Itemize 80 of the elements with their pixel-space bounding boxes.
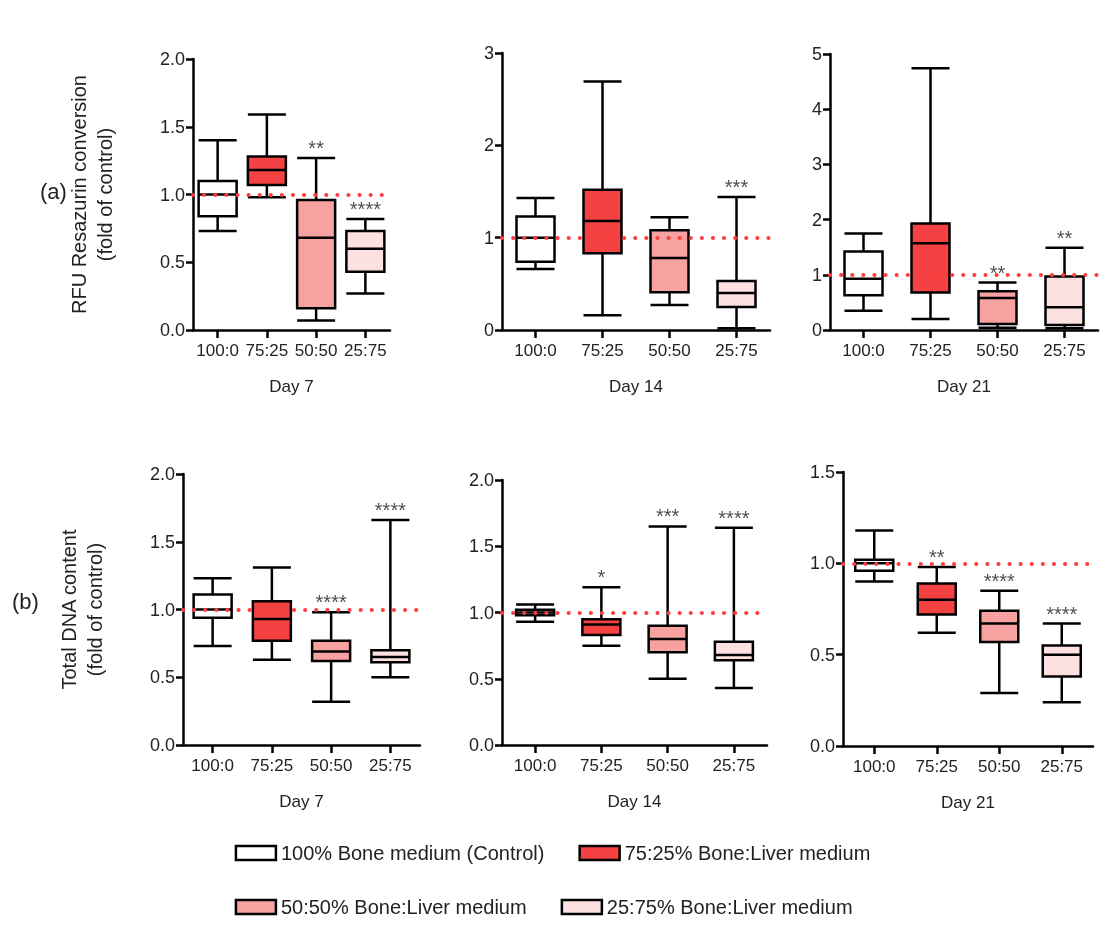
legend-label: 50:50% Bone:Liver medium	[280, 896, 527, 918]
y-tick-label: 0.0	[809, 736, 835, 756]
x-tick-label: 100:0	[514, 341, 557, 360]
y-tick-label: 1.5	[468, 536, 494, 557]
annotation: **	[308, 136, 325, 159]
y-tick-label: 0.5	[159, 252, 185, 273]
x-axis-title: Day 21	[937, 377, 991, 396]
y-tick-label: 3	[811, 154, 822, 175]
legend-label: 75:25% Bone:Liver medium	[624, 842, 871, 864]
annotation: ****	[349, 197, 382, 220]
x-axis-title: Day 7	[279, 792, 324, 811]
y-tick-label: 0.5	[149, 667, 175, 688]
y-tick-label: 2.0	[468, 470, 494, 490]
x-tick-label: 50:50	[294, 341, 338, 360]
x-tick-label: 25:75	[1040, 757, 1084, 776]
y-tick-label: 1.5	[809, 462, 835, 482]
annotation: ****	[315, 591, 347, 614]
x-tick-label: 25:75	[712, 756, 756, 775]
y-tick-label: 1.5	[149, 531, 175, 552]
legend-label: 25:75% Bone:Liver medium	[606, 896, 853, 918]
y-tick-label: 1	[811, 264, 822, 285]
x-tick-label: 25:75	[715, 341, 758, 360]
x-tick-label: 50:50	[309, 756, 353, 775]
y-tick-label: 2.0	[149, 464, 175, 484]
annotation: ***	[724, 176, 749, 199]
text: (b)	[12, 588, 39, 614]
y-tick-label: 2	[811, 209, 822, 230]
x-tick-label: 75:25	[909, 341, 952, 360]
x-tick-label: 75:25	[915, 757, 959, 776]
x-axis-title: Day 14	[607, 792, 662, 811]
x-axis-title: Day 14	[609, 377, 663, 396]
x-tick-label: 25:75	[369, 756, 412, 775]
annotation: **	[1056, 226, 1073, 249]
y-tick-label: 1.0	[468, 602, 494, 623]
x-tick-label: 50:50	[977, 757, 1021, 776]
y-tick-label: 0	[483, 320, 494, 340]
x-tick-label: 75:25	[580, 756, 623, 775]
y-tick-label: 2	[483, 135, 494, 156]
y-tick-label: 0	[811, 320, 822, 340]
x-tick-label: 50:50	[976, 341, 1019, 360]
annotation: ****	[718, 506, 750, 529]
y-tick-label: 0.0	[468, 735, 494, 755]
annotation: ****	[983, 569, 1016, 592]
x-tick-label: 25:75	[1043, 341, 1086, 360]
annotation: **	[989, 261, 1006, 284]
y-tick-label: 1.5	[159, 116, 185, 137]
y-tick-label: 1	[483, 227, 494, 248]
x-axis-title: Day 21	[941, 793, 995, 812]
y-tick-label: 3	[483, 43, 494, 63]
y-tick-label: 0.0	[149, 735, 175, 755]
x-tick-label: 100:0	[852, 757, 896, 776]
x-tick-label: 100:0	[842, 341, 885, 360]
y-tick-label: 0.0	[159, 320, 185, 340]
x-tick-label: 75:25	[250, 756, 294, 775]
x-tick-label: 50:50	[646, 756, 689, 775]
annotation: ****	[374, 499, 407, 522]
annotation: *	[597, 566, 606, 589]
y-tick-label: 1.0	[149, 599, 175, 620]
legend-label: 100% Bone medium (Control)	[280, 842, 545, 864]
text: (a)	[40, 178, 67, 204]
y-tick-label: 0.5	[809, 644, 835, 665]
y-tick-label: 5	[811, 44, 822, 64]
x-axis-title: Day 7	[269, 377, 314, 396]
y-tick-label: 1.0	[809, 553, 835, 574]
y-tick-label: 0.5	[468, 668, 494, 689]
x-tick-label: 75:25	[245, 341, 289, 360]
x-tick-label: 100:0	[513, 756, 557, 775]
annotation: ***	[655, 505, 680, 528]
annotation: ****	[1046, 602, 1078, 625]
x-tick-label: 25:75	[344, 341, 387, 360]
y-axis-title: RFU Resazurin conversion (fold of control)	[68, 75, 116, 314]
x-tick-label: 100:0	[191, 756, 234, 775]
x-tick-label: 75:25	[581, 341, 624, 360]
annotation: **	[928, 545, 945, 568]
x-tick-label: 50:50	[648, 341, 691, 360]
y-tick-label: 2.0	[159, 49, 185, 69]
y-tick-label: 1.0	[159, 184, 185, 205]
y-tick-label: 4	[811, 99, 822, 120]
y-axis-title: Total DNA content (fold of control)	[58, 529, 106, 690]
x-tick-label: 100:0	[196, 341, 239, 360]
